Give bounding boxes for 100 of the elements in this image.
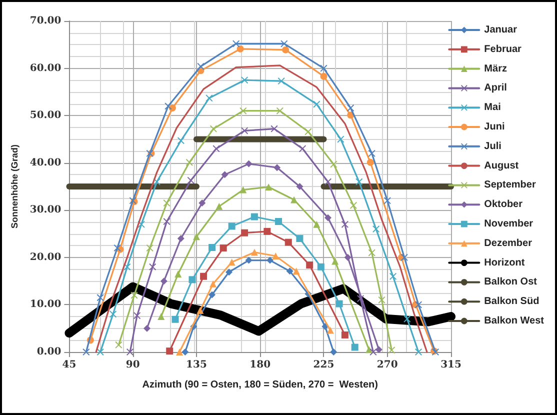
point [208,244,216,251]
point [378,296,386,304]
point [336,300,343,308]
point [317,263,324,270]
point [245,256,252,264]
point [266,256,274,264]
point [110,310,117,318]
x-axis-title: Azimuth (90 = Osten, 180 = Süden, 270 = Westen) [142,380,378,390]
point [330,160,338,168]
point [241,76,248,84]
point [158,313,165,320]
point [368,249,376,256]
point [208,291,216,298]
point [324,214,332,222]
point [264,228,271,235]
point [245,160,252,168]
point [115,341,122,348]
point [313,100,320,108]
point [278,78,285,85]
legend-label: Juni [484,122,505,132]
point [241,229,248,236]
point [186,158,193,166]
legend-label: Januar [484,24,518,36]
point [384,197,391,204]
point [210,280,217,288]
point [216,202,223,210]
point [368,150,376,157]
point [404,315,411,322]
y-tick-label: 0.00 [36,346,62,358]
point [372,226,380,233]
legend-label: April [484,82,508,94]
point [284,238,292,246]
point [299,145,306,152]
point [166,348,174,355]
legend-label: Oktober [484,199,523,210]
point [138,220,145,228]
point [177,235,184,242]
point [176,348,184,356]
point [356,178,363,186]
x-tick-label: 315 [440,360,462,370]
y-tick-label: 60.00 [30,62,62,74]
point [390,272,397,280]
point [270,125,278,132]
point [188,276,196,284]
legend-label: Balkon West [484,316,545,326]
point [330,348,338,356]
point [228,258,236,266]
legend-label: November [484,218,534,230]
x-tick-label: 45 [62,360,76,370]
point [366,158,374,166]
point [414,348,422,356]
point [160,278,168,285]
point [187,176,194,184]
point [241,127,248,134]
legend-label: Balkon Süd [484,296,540,308]
point [337,136,344,143]
point [282,46,290,54]
point [126,348,134,356]
legend-label: Februar [484,44,522,55]
legend-label: Dezember [484,238,532,249]
point [130,292,138,299]
point [196,306,204,314]
point [320,72,328,80]
point [250,213,258,220]
y-tick-label: 70.00 [30,16,62,26]
point [200,272,208,280]
point [134,312,141,320]
legend-label: September [484,180,536,191]
y-tick-label: 40.00 [30,157,62,168]
point [174,270,182,278]
y-tick-label: 10.00 [30,299,62,310]
point [296,235,304,242]
point [344,254,352,261]
point [341,331,348,338]
x-tick-label: 180 [250,360,271,370]
legend-label: Mai [484,102,502,114]
point [290,196,298,204]
point [341,220,348,228]
point [320,64,328,72]
point [228,222,236,230]
legend-label: August [484,160,520,172]
point [332,258,339,265]
point [182,348,189,356]
point [306,261,314,268]
point [304,128,312,136]
point [326,326,334,334]
x-tick-label: 225 [313,360,334,370]
point [375,346,382,354]
point [280,40,288,48]
point [276,107,284,114]
legend-label: März [484,63,507,74]
point [240,186,247,194]
point [220,244,227,252]
point [274,164,281,172]
point [168,104,176,112]
point [365,346,372,354]
point [250,248,258,256]
point [172,316,179,323]
point [96,294,104,302]
y-tick-label: 50.00 [30,110,62,122]
